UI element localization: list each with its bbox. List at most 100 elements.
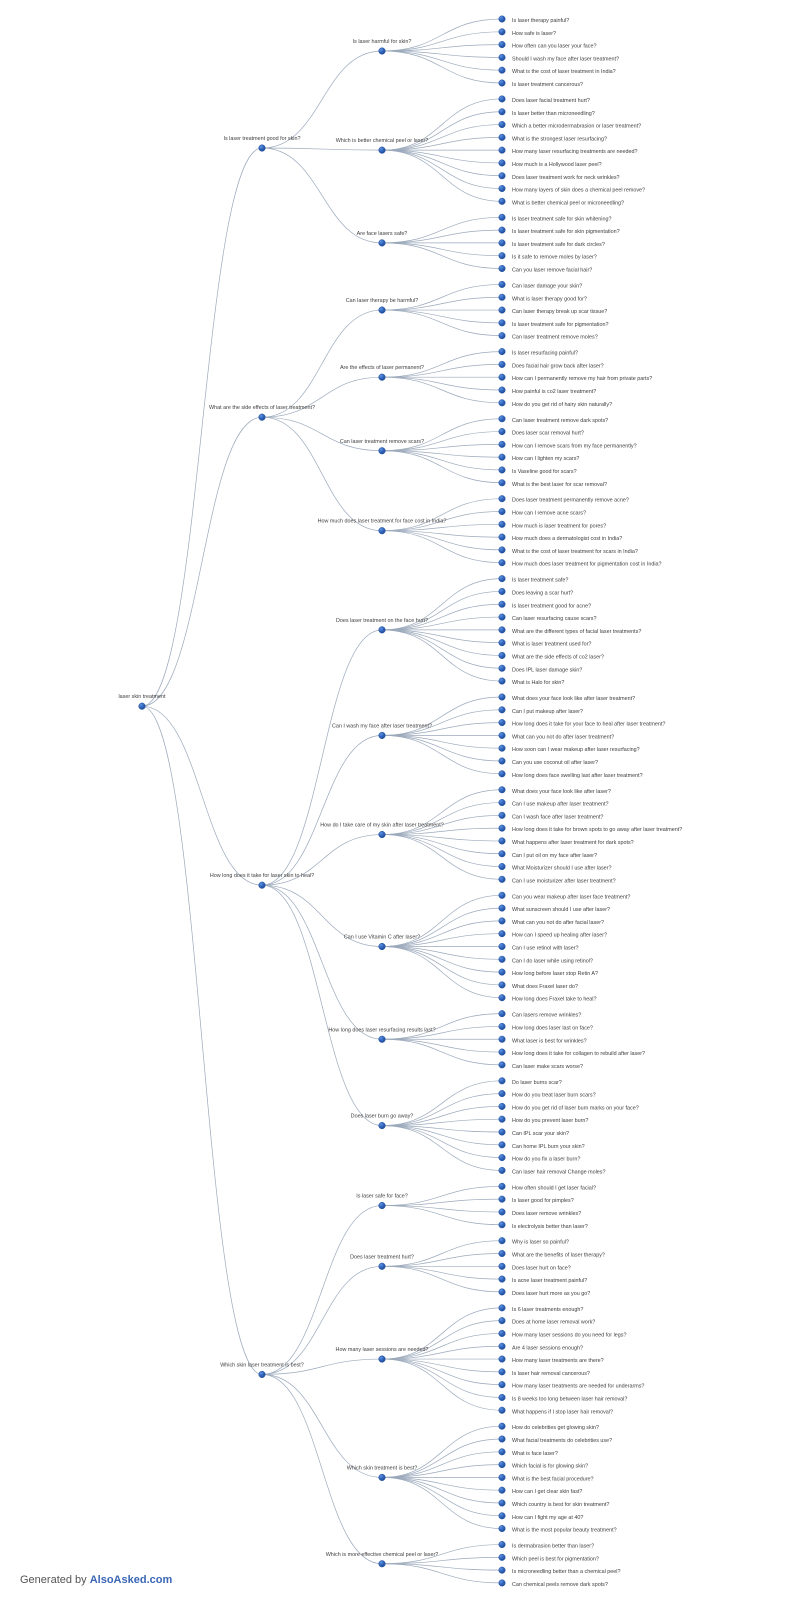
svg-text:Does laser treatment work for: Does laser treatment work for neck wrink… bbox=[512, 175, 620, 181]
svg-text:What facial treatments do cele: What facial treatments do celebrities us… bbox=[512, 1438, 612, 1444]
svg-text:Can laser damage your skin?: Can laser damage your skin? bbox=[512, 283, 582, 289]
svg-text:Does laser treatment on the fa: Does laser treatment on the face hurt? bbox=[336, 618, 428, 624]
svg-text:How painful is co2 laser treat: How painful is co2 laser treatment? bbox=[512, 389, 596, 395]
svg-text:How do you fix a laser burn?: How do you fix a laser burn? bbox=[512, 1157, 580, 1163]
svg-text:How much does laser treatment: How much does laser treatment for face c… bbox=[318, 519, 447, 525]
svg-text:Should I wash my face after la: Should I wash my face after laser treatm… bbox=[512, 56, 619, 62]
svg-text:Is electrolysis better than la: Is electrolysis better than laser? bbox=[512, 1224, 588, 1230]
svg-text:Is laser treatment safe for pi: Is laser treatment safe for pigmentation… bbox=[512, 322, 608, 328]
svg-text:What sunscreen should I use af: What sunscreen should I use after laser? bbox=[512, 907, 610, 913]
svg-text:Which skin treatment is best?: Which skin treatment is best? bbox=[347, 1465, 417, 1471]
svg-text:Is laser treatment good for sk: Is laser treatment good for skin? bbox=[223, 136, 300, 142]
svg-text:What is the best facial proced: What is the best facial procedure? bbox=[512, 1476, 594, 1482]
svg-text:Are 4 laser sessions enough?: Are 4 laser sessions enough? bbox=[512, 1345, 583, 1351]
svg-text:What is the best laser for sca: What is the best laser for scar removal? bbox=[512, 482, 607, 488]
svg-text:Which skin laser treatment is: Which skin laser treatment is best? bbox=[220, 1362, 304, 1368]
svg-text:Can you laser remove facial ha: Can you laser remove facial hair? bbox=[512, 268, 592, 274]
svg-text:How many laser treatments are: How many laser treatments are there? bbox=[512, 1358, 604, 1364]
svg-text:Does IPL laser damage skin?: Does IPL laser damage skin? bbox=[512, 667, 582, 673]
svg-text:What is laser therapy good for: What is laser therapy good for? bbox=[512, 296, 587, 302]
svg-text:Is laser treatment cancerous?: Is laser treatment cancerous? bbox=[512, 82, 583, 88]
svg-text:How many layers of skin does a: How many layers of skin does a chemical … bbox=[512, 188, 645, 194]
svg-text:Is laser resurfacing painful?: Is laser resurfacing painful? bbox=[512, 351, 578, 357]
svg-text:Is microneedling better than a: Is microneedling better than a chemical … bbox=[512, 1569, 620, 1575]
svg-text:What can you not do after lase: What can you not do after laser treatmen… bbox=[512, 734, 614, 740]
svg-text:Does laser facial treatment hu: Does laser facial treatment hurt? bbox=[512, 98, 590, 104]
svg-text:Can I do laser while using ret: Can I do laser while using retinol? bbox=[512, 958, 593, 964]
svg-text:Is laser treatment safe?: Is laser treatment safe? bbox=[512, 578, 568, 584]
svg-text:Does laser scar removal hurt?: Does laser scar removal hurt? bbox=[512, 431, 584, 437]
svg-text:How long does Fraxel take to h: How long does Fraxel take to heal? bbox=[512, 997, 597, 1003]
svg-text:How do you prevent laser burn?: How do you prevent laser burn? bbox=[512, 1118, 588, 1124]
svg-text:How many laser resurfacing tre: How many laser resurfacing treatments ar… bbox=[512, 149, 638, 155]
svg-text:What laser is best for wrinkle: What laser is best for wrinkles? bbox=[512, 1038, 587, 1044]
svg-text:How soon can I wear makeup aft: How soon can I wear makeup after laser r… bbox=[512, 747, 640, 753]
svg-text:Is laser therapy painful?: Is laser therapy painful? bbox=[512, 18, 569, 24]
svg-text:Is 8 weeks too long between la: Is 8 weeks too long between laser hair r… bbox=[512, 1396, 627, 1402]
svg-text:Is laser hair removal cancerou: Is laser hair removal cancerous? bbox=[512, 1371, 590, 1377]
svg-text:Is acne laser treatment painfu: Is acne laser treatment painful? bbox=[512, 1278, 587, 1284]
svg-text:How often should I get laser f: How often should I get laser facial? bbox=[512, 1185, 596, 1191]
svg-text:Is it safe to remove moles by: Is it safe to remove moles by laser? bbox=[512, 255, 597, 261]
svg-text:What are the benefits of laser: What are the benefits of laser therapy? bbox=[512, 1253, 605, 1259]
svg-text:Does laser hurt more as you go: Does laser hurt more as you go? bbox=[512, 1291, 590, 1297]
svg-text:Does laser hurt on face?: Does laser hurt on face? bbox=[512, 1265, 571, 1271]
svg-text:What does your face look like: What does your face look like after lase… bbox=[512, 789, 611, 795]
svg-text:Are face lasers safe?: Are face lasers safe? bbox=[357, 231, 408, 237]
svg-text:Can I use makeup after laser t: Can I use makeup after laser treatment? bbox=[512, 802, 608, 808]
svg-text:Is laser treatment safe for da: Is laser treatment safe for dark circles… bbox=[512, 242, 605, 248]
svg-text:What happens after laser treat: What happens after laser treatment for d… bbox=[512, 840, 634, 846]
svg-text:How long does laser last on fa: How long does laser last on face? bbox=[512, 1025, 593, 1031]
svg-text:How much is laser treatment fo: How much is laser treatment for pores? bbox=[512, 523, 606, 529]
svg-text:What happens if I stop laser h: What happens if I stop laser hair remova… bbox=[512, 1409, 613, 1415]
svg-text:What are the side effects of l: What are the side effects of laser treat… bbox=[209, 405, 315, 411]
svg-text:How can I remove acne scars?: How can I remove acne scars? bbox=[512, 511, 586, 517]
svg-text:What is laser treatment used f: What is laser treatment used for? bbox=[512, 642, 591, 648]
svg-text:Do laser burns scar?: Do laser burns scar? bbox=[512, 1080, 562, 1086]
svg-text:Can home IPL burn your skin?: Can home IPL burn your skin? bbox=[512, 1144, 585, 1150]
svg-text:How many laser sessions do you: How many laser sessions do you need for … bbox=[512, 1332, 626, 1338]
svg-text:How long does laser resurfacin: How long does laser resurfacing results … bbox=[328, 1027, 435, 1033]
svg-text:How long does it take for brow: How long does it take for brown spots to… bbox=[512, 827, 682, 833]
svg-text:Can laser therapy be harmful?: Can laser therapy be harmful? bbox=[346, 298, 419, 304]
svg-text:How long does face swelling la: How long does face swelling last after l… bbox=[512, 773, 643, 779]
svg-text:Can I use Vitamin C after lase: Can I use Vitamin C after laser? bbox=[344, 935, 420, 941]
svg-text:Is laser good for pimples?: Is laser good for pimples? bbox=[512, 1198, 574, 1204]
svg-text:What is the cost of laser trea: What is the cost of laser treatment in I… bbox=[512, 69, 616, 75]
svg-text:What are the side effects of c: What are the side effects of co2 laser? bbox=[512, 654, 604, 660]
svg-text:How safe is laser?: How safe is laser? bbox=[512, 31, 556, 37]
svg-text:Can IPL scar your skin?: Can IPL scar your skin? bbox=[512, 1131, 569, 1137]
svg-text:Which is more effective chemic: Which is more effective chemical peel or… bbox=[326, 1552, 439, 1558]
svg-text:Which country is best for skin: Which country is best for skin treatment… bbox=[512, 1502, 609, 1508]
svg-text:Can laser treatment remove mol: Can laser treatment remove moles? bbox=[512, 335, 598, 341]
svg-text:Can you wear makeup after lase: Can you wear makeup after laser face tre… bbox=[512, 894, 630, 900]
svg-text:How do you get rid of laser bu: How do you get rid of laser burn marks o… bbox=[512, 1105, 639, 1111]
svg-text:Can I put oil on my face after: Can I put oil on my face after laser? bbox=[512, 853, 597, 859]
svg-text:What Moisturizer should I use: What Moisturizer should I use after lase… bbox=[512, 866, 611, 872]
svg-text:Is laser harmful for skin?: Is laser harmful for skin? bbox=[353, 39, 412, 45]
svg-text:Can laser make scars worse?: Can laser make scars worse? bbox=[512, 1064, 583, 1070]
svg-text:How long does it take for lase: How long does it take for laser skin to … bbox=[210, 873, 314, 879]
svg-text:Can I use moisturizer after la: Can I use moisturizer after laser treatm… bbox=[512, 878, 616, 884]
svg-text:Is laser better than microneed: Is laser better than microneedling? bbox=[512, 111, 595, 117]
svg-text:Is laser treatment good for ac: Is laser treatment good for acne? bbox=[512, 603, 591, 609]
svg-text:Which a better microdermabrasi: Which a better microdermabrasion or lase… bbox=[512, 124, 641, 130]
svg-text:Does at home laser removal wor: Does at home laser removal work? bbox=[512, 1320, 595, 1326]
svg-text:What is Halo for skin?: What is Halo for skin? bbox=[512, 680, 564, 686]
svg-text:Can you use coconut oil after: Can you use coconut oil after laser? bbox=[512, 760, 598, 766]
svg-text:Does facial hair grow back aft: Does facial hair grow back after laser? bbox=[512, 363, 604, 369]
svg-text:Can I use retinol with laser?: Can I use retinol with laser? bbox=[512, 946, 579, 952]
svg-text:How do celebrities get glowing: How do celebrities get glowing skin? bbox=[512, 1425, 599, 1431]
svg-text:How many laser sessions are ne: How many laser sessions are needed? bbox=[336, 1347, 429, 1353]
svg-text:Can I wash my face after laser: Can I wash my face after laser treatment… bbox=[332, 723, 432, 729]
svg-text:How can I get clear skin fast?: How can I get clear skin fast? bbox=[512, 1489, 582, 1495]
svg-text:How can I permanently remove m: How can I permanently remove my hair fro… bbox=[512, 376, 652, 382]
svg-text:What can you not do after faci: What can you not do after facial laser? bbox=[512, 920, 604, 926]
svg-text:Which is better chemical peel: Which is better chemical peel or laser? bbox=[336, 138, 429, 144]
svg-text:Is Vaseline good for scars?: Is Vaseline good for scars? bbox=[512, 469, 577, 475]
svg-text:Can chemical peels remove dark: Can chemical peels remove dark spots? bbox=[512, 1582, 608, 1588]
svg-text:What does your face look like: What does your face look like after lase… bbox=[512, 696, 635, 702]
svg-text:What is the strongest laser re: What is the strongest laser resurfacing? bbox=[512, 136, 607, 142]
svg-text:Is laser safe for face?: Is laser safe for face? bbox=[356, 1194, 408, 1200]
svg-text:Can lasers remove wrinkles?: Can lasers remove wrinkles? bbox=[512, 1013, 581, 1019]
